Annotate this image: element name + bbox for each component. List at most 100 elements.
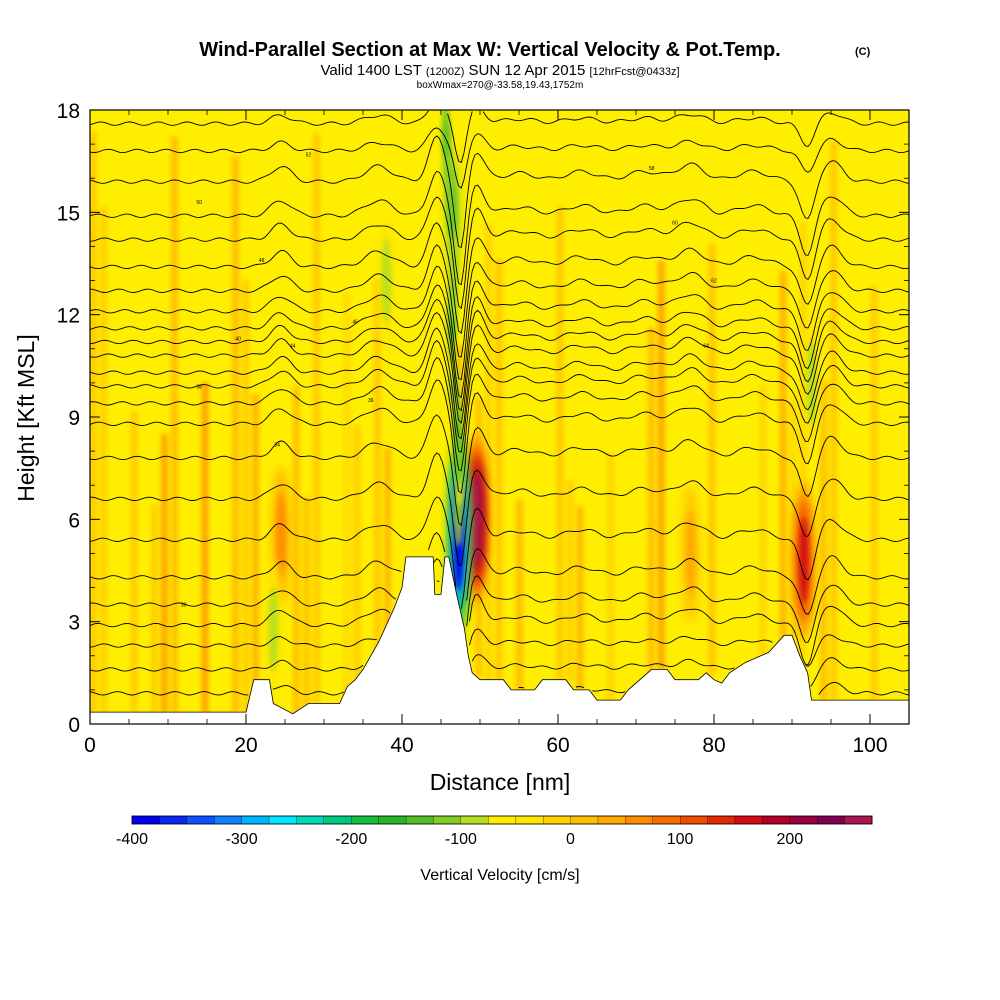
velocity-stripe xyxy=(607,453,615,701)
colorbar-swatch xyxy=(542,815,571,825)
updraft-core xyxy=(471,476,482,563)
potential-temperature-contours xyxy=(90,110,909,696)
colorbar-swatch xyxy=(186,815,215,825)
chart-subtitle-box: boxWmax=270@-33.58,19.43,1752m xyxy=(417,80,584,91)
velocity-stripe xyxy=(708,243,716,675)
y-tick-label: 0 xyxy=(68,714,80,737)
contour-label: 48 xyxy=(259,258,265,264)
contour-label: 38 xyxy=(196,384,202,390)
velocity-stripe xyxy=(313,133,321,704)
isentrope-line xyxy=(90,654,909,687)
velocity-stripe xyxy=(161,433,168,712)
contour-label: 58 xyxy=(649,166,655,172)
velocity-field-stripes xyxy=(90,131,878,714)
velocity-stripe xyxy=(495,258,503,680)
x-tick-label: 20 xyxy=(234,734,257,757)
colorbar-frame xyxy=(131,815,873,825)
colorbar-tick-label: 200 xyxy=(776,831,803,848)
contour-label: 62 xyxy=(711,279,717,285)
isentrope-line xyxy=(90,628,909,667)
colorbar-tick-label: -100 xyxy=(445,831,477,848)
isentrope-line xyxy=(90,357,909,472)
velocity-stripe xyxy=(384,447,392,631)
colorbar-swatch xyxy=(625,815,654,825)
colorbar-swatch xyxy=(131,815,160,825)
velocity-stripe xyxy=(302,496,310,708)
x-tick-label: 100 xyxy=(852,734,887,757)
velocity-stripe xyxy=(515,499,523,690)
velocity-stripe xyxy=(789,400,797,636)
colorbar-tick-label: 0 xyxy=(566,831,575,848)
isentrope-line xyxy=(90,452,909,567)
isentrope-line xyxy=(90,127,909,189)
x-axis-label: Distance [nm] xyxy=(430,769,571,795)
plot-area: 30 34 36 38 40 44 46 48 50 52 58 60 62 64 xyxy=(89,109,910,725)
velocity-stripe xyxy=(657,260,665,670)
colorbar-swatch xyxy=(707,815,736,825)
contour-labels: 30 34 36 38 40 44 46 48 50 52 58 60 62 64 xyxy=(181,152,717,608)
isentrope-line xyxy=(90,196,909,310)
x-tick-label: 60 xyxy=(546,734,569,757)
contour-label: 44 xyxy=(290,343,296,349)
colorbar-swatch xyxy=(323,815,352,825)
velocity-stripe xyxy=(130,410,138,713)
downdraft-core xyxy=(441,110,451,158)
colorbar-swatch xyxy=(652,815,681,825)
velocity-stripe xyxy=(485,223,493,680)
x-tick-label: 0 xyxy=(84,734,96,757)
velocity-stripe xyxy=(830,140,838,701)
isentrope-line xyxy=(90,531,909,615)
colorbar-tick-labels: -400 -300 -200 -100 0 100 200 xyxy=(116,831,803,848)
isentrope-line xyxy=(90,222,909,334)
terrain xyxy=(90,556,909,724)
y-tick-label: 18 xyxy=(57,100,80,123)
velocity-stripe xyxy=(201,382,209,713)
velocity-stripe xyxy=(292,386,300,714)
contour-label: 30 xyxy=(181,603,187,609)
colorbar xyxy=(131,815,873,825)
colorbar-swatch xyxy=(515,815,544,825)
colorbar-swatch xyxy=(570,815,599,825)
updraft-core xyxy=(798,517,809,604)
isentrope-line xyxy=(90,414,909,527)
chart-title: Wind-Parallel Section at Max W: Vertical… xyxy=(199,39,780,61)
contour-label: 50 xyxy=(196,200,202,206)
colorbar-tick-label: -300 xyxy=(226,831,258,848)
velocity-stripe xyxy=(759,385,767,657)
isentrope-line xyxy=(90,339,909,453)
velocity-stripe xyxy=(647,327,655,673)
colorbar-swatch xyxy=(680,815,709,825)
velocity-stripe xyxy=(566,480,574,681)
isentrope-line xyxy=(90,170,909,286)
downdraft-core xyxy=(806,339,817,426)
updraft-core xyxy=(276,493,287,580)
velocity-stripe xyxy=(90,131,97,713)
isentrope-line xyxy=(90,284,909,399)
isentrope-line xyxy=(90,312,909,424)
velocity-stripe xyxy=(779,271,787,641)
contour-label: 46 xyxy=(352,320,358,326)
colorbar-label: Vertical Velocity [cm/s] xyxy=(420,867,579,884)
velocity-stripe xyxy=(343,292,351,695)
colorbar-swatch xyxy=(433,815,462,825)
isentrope-line xyxy=(90,580,909,666)
subtitle-date: SUN 12 Apr 2015 xyxy=(469,62,586,79)
downdraft-core xyxy=(268,585,279,672)
subtitle-valid: Valid 1400 LST xyxy=(320,62,421,79)
velocity-stripe xyxy=(576,507,584,690)
colorbar-swatch xyxy=(241,815,270,825)
isentrope-line xyxy=(90,379,909,494)
velocity-stripe xyxy=(820,379,828,701)
colorbar-swatch xyxy=(268,815,297,825)
colorbar-swatch xyxy=(734,815,763,825)
isentrope-line xyxy=(90,265,909,381)
colorbar-swatch xyxy=(405,815,434,825)
isentrope-line xyxy=(90,110,909,164)
chart-subtitle: Valid 1400 LST (1200Z) SUN 12 Apr 2015 [… xyxy=(320,62,679,79)
isentrope-line xyxy=(90,681,909,696)
colorbar-tick-label: 100 xyxy=(667,831,694,848)
isentrope-line xyxy=(90,496,909,609)
colorbar-swatch xyxy=(296,815,325,825)
contour-label: 40 xyxy=(235,337,241,343)
